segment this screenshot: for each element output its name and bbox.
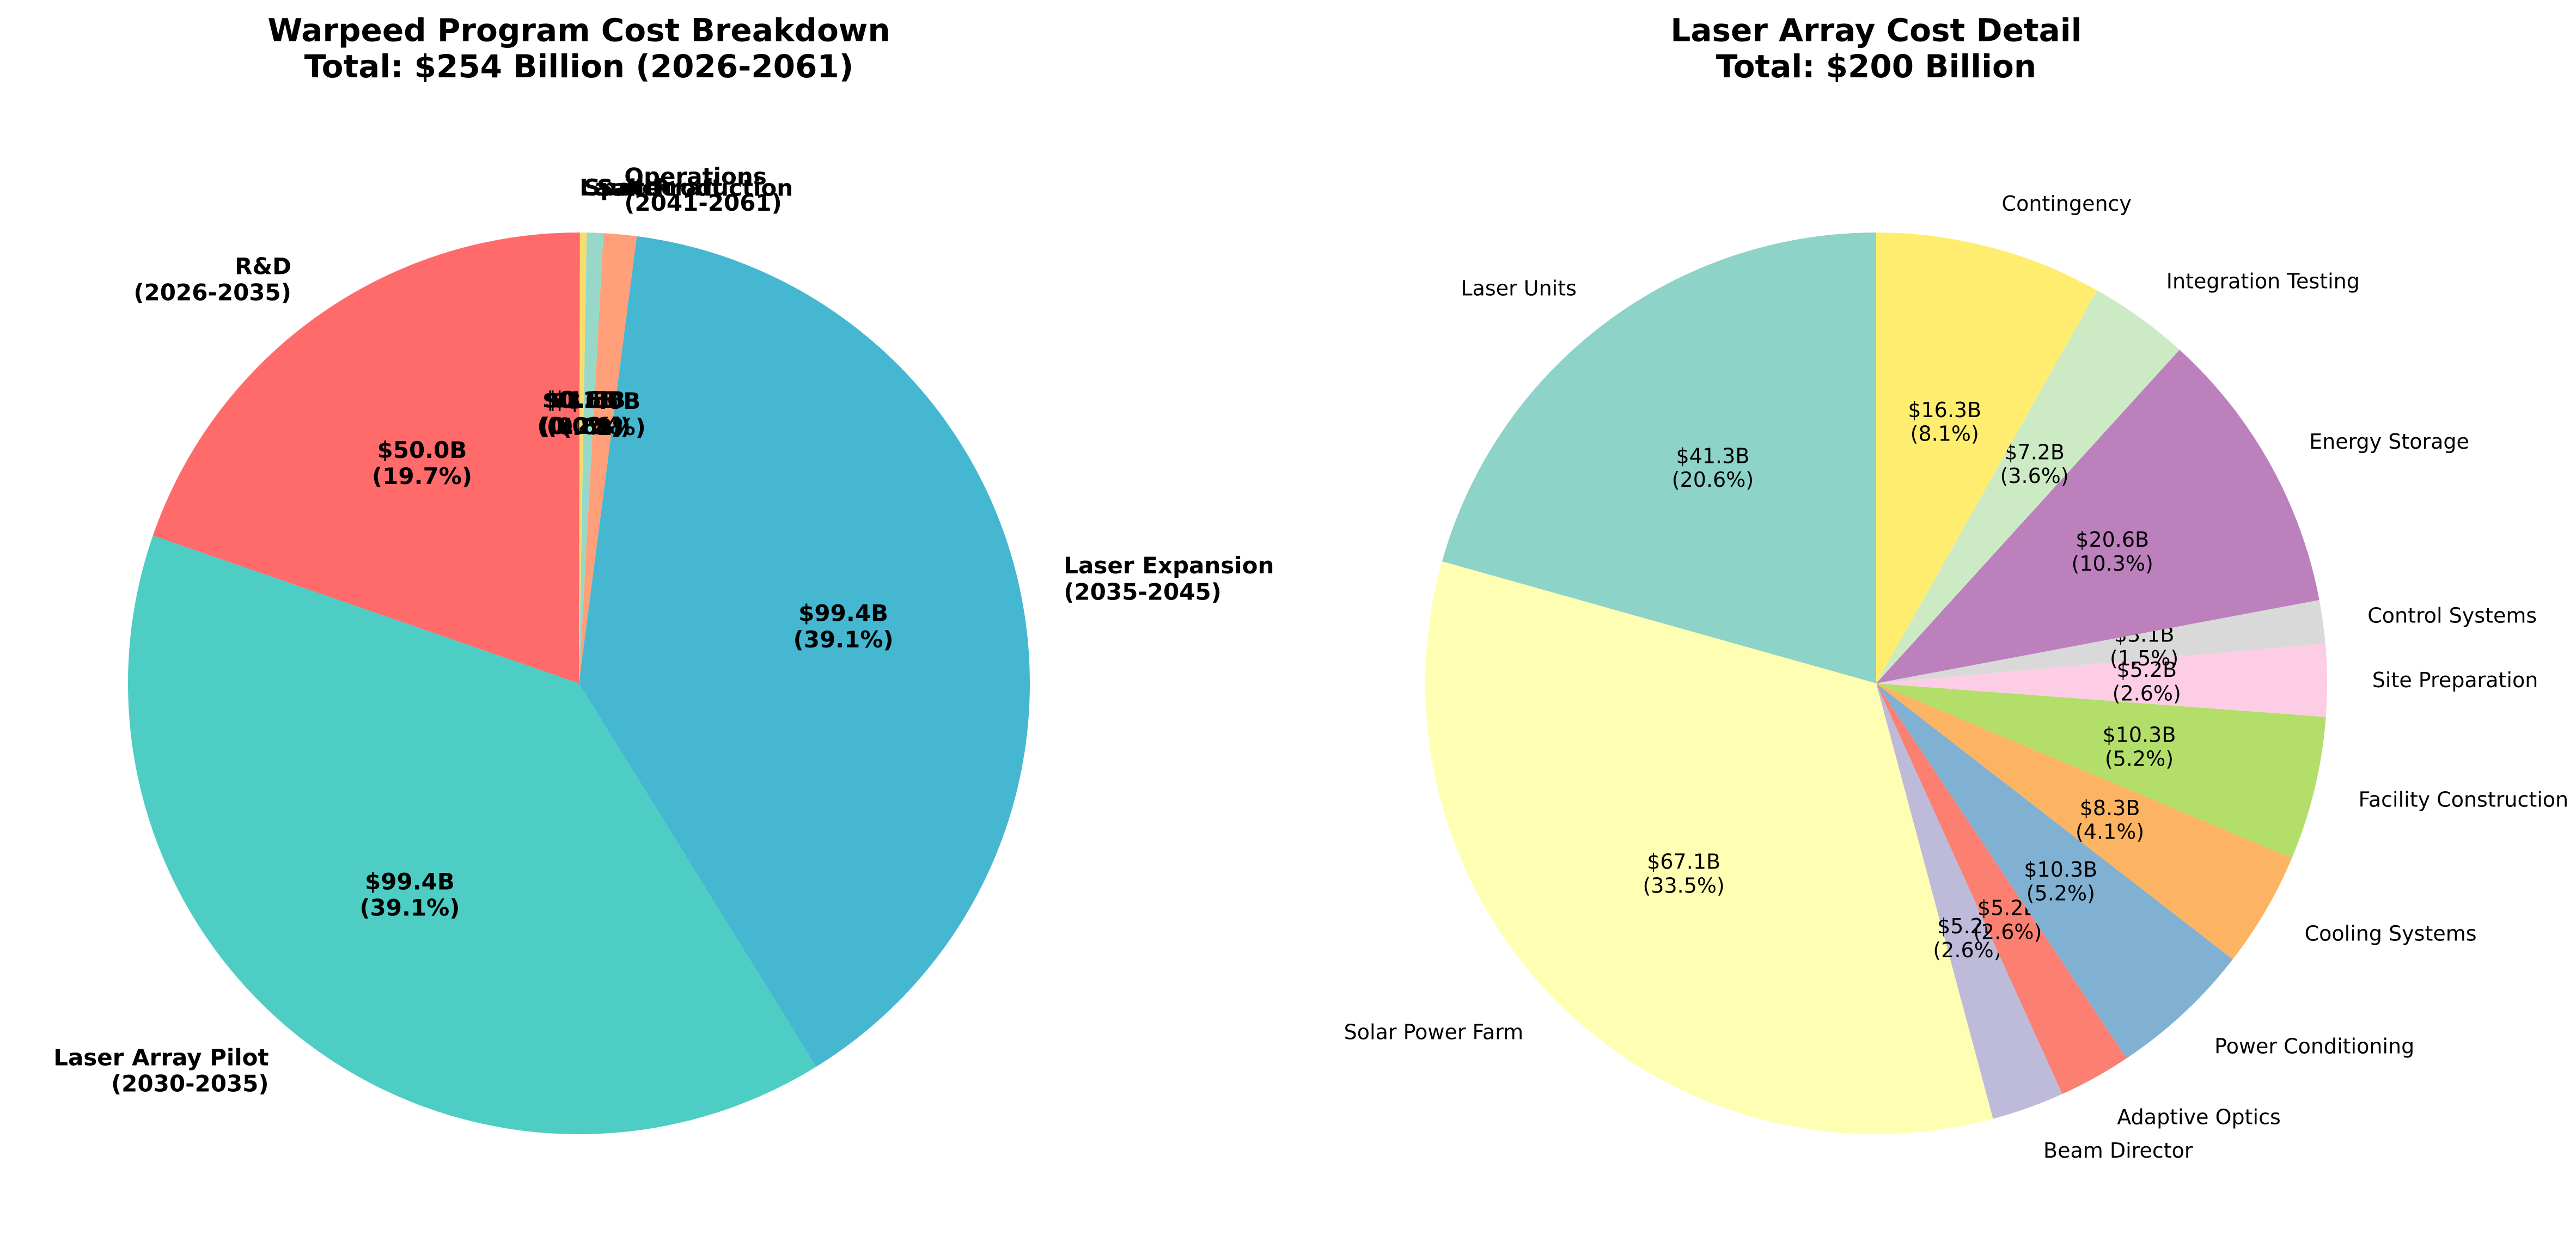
slice-label: Adaptive Optics	[2117, 1105, 2280, 1129]
slice-label: Beam Director	[2043, 1139, 2193, 1163]
pie-slice[interactable]	[1876, 683, 2233, 1059]
pie-slice[interactable]	[579, 236, 1030, 1067]
slice-value-label: $10.3B (5.2%)	[2103, 723, 2176, 771]
pie-slice[interactable]	[1876, 683, 2062, 1119]
slice-value-label: $8.3B (4.1%)	[2076, 796, 2144, 844]
slice-label: R&D (2026-2035)	[133, 253, 291, 305]
slice-value-label: $99.4B (39.1%)	[793, 600, 894, 653]
slice-value-label: $10.3B (5.2%)	[2024, 858, 2097, 906]
slice-value-label: $0.6B (0.2%)	[539, 387, 624, 439]
slice-value-label: $7.2B (3.6%)	[2000, 441, 2069, 488]
pie-slice[interactable]	[579, 233, 604, 683]
slice-label: Laser Units	[1461, 276, 1577, 300]
slice-label: Integration Testing	[2166, 270, 2360, 293]
pie-slice[interactable]	[1876, 350, 2319, 683]
slice-value-label: $99.4B (39.1%)	[359, 868, 460, 921]
pie-slice[interactable]	[1442, 233, 1876, 683]
chart-title: Laser Array Cost Detail Total: $200 Billi…	[1670, 11, 2081, 85]
slice-label: Laser Array Pilot (2030-2035)	[53, 1044, 268, 1097]
slice-value-label: $5.2B (2.6%)	[2113, 658, 2181, 706]
pie-slice[interactable]	[1876, 290, 2180, 683]
slice-label: Laser Expansion (2035-2045)	[1064, 552, 1274, 605]
slice-label: Solar Power Farm	[1344, 1020, 1524, 1044]
pie-slice[interactable]	[1876, 683, 2326, 858]
pie-slice[interactable]	[1876, 600, 2325, 683]
slice-label: Contingency	[2002, 192, 2132, 216]
slice-value-label: $16.3B (8.1%)	[1908, 398, 1981, 446]
slice-label: Launch	[579, 174, 672, 201]
slice-label: Power Conditioning	[2214, 1034, 2414, 1058]
slice-label: Facility Construction	[2358, 788, 2568, 812]
pie-chart-1: Warpeed Program Cost Breakdown Total: $25…	[53, 11, 1274, 1134]
slice-label: Energy Storage	[2309, 430, 2469, 454]
slice-value-label: $67.1B (33.5%)	[1643, 850, 1724, 898]
slice-value-label: $41.3B (20.6%)	[1672, 444, 1754, 492]
slice-label: Operations (2041-2061)	[624, 163, 782, 216]
pie-slice[interactable]	[1876, 643, 2327, 717]
slice-label: Cooling Systems	[2305, 921, 2477, 945]
slice-value-label: $20.6B (10.3%)	[2072, 528, 2153, 576]
pie-slice[interactable]	[128, 535, 816, 1134]
pie-slice[interactable]	[1876, 683, 2127, 1094]
pie-chart-2: Laser Array Cost Detail Total: $200 Billi…	[1344, 11, 2568, 1162]
pie-slice[interactable]	[579, 233, 637, 683]
pie-slice[interactable]	[1876, 683, 2292, 959]
pie-slice[interactable]	[1876, 233, 2097, 683]
chart-title: Warpeed Program Cost Breakdown Total: $25…	[267, 11, 890, 85]
slice-value-label: $0.1B (0.0%)	[537, 387, 621, 439]
slice-label: Control Systems	[2367, 604, 2537, 628]
pie-slice[interactable]	[1425, 561, 1993, 1134]
pie-slice[interactable]	[152, 233, 579, 683]
slice-label: Site Preparation	[2372, 668, 2538, 692]
pie-slice[interactable]	[579, 233, 581, 683]
slice-value-label: $50.0B (19.7%)	[372, 437, 472, 490]
slice-label: Spacecraft	[584, 174, 722, 201]
slice-value-label: $1.5B (0.6%)	[546, 387, 631, 439]
slice-label: Sail Production	[597, 174, 793, 201]
pie-slice[interactable]	[579, 233, 587, 683]
